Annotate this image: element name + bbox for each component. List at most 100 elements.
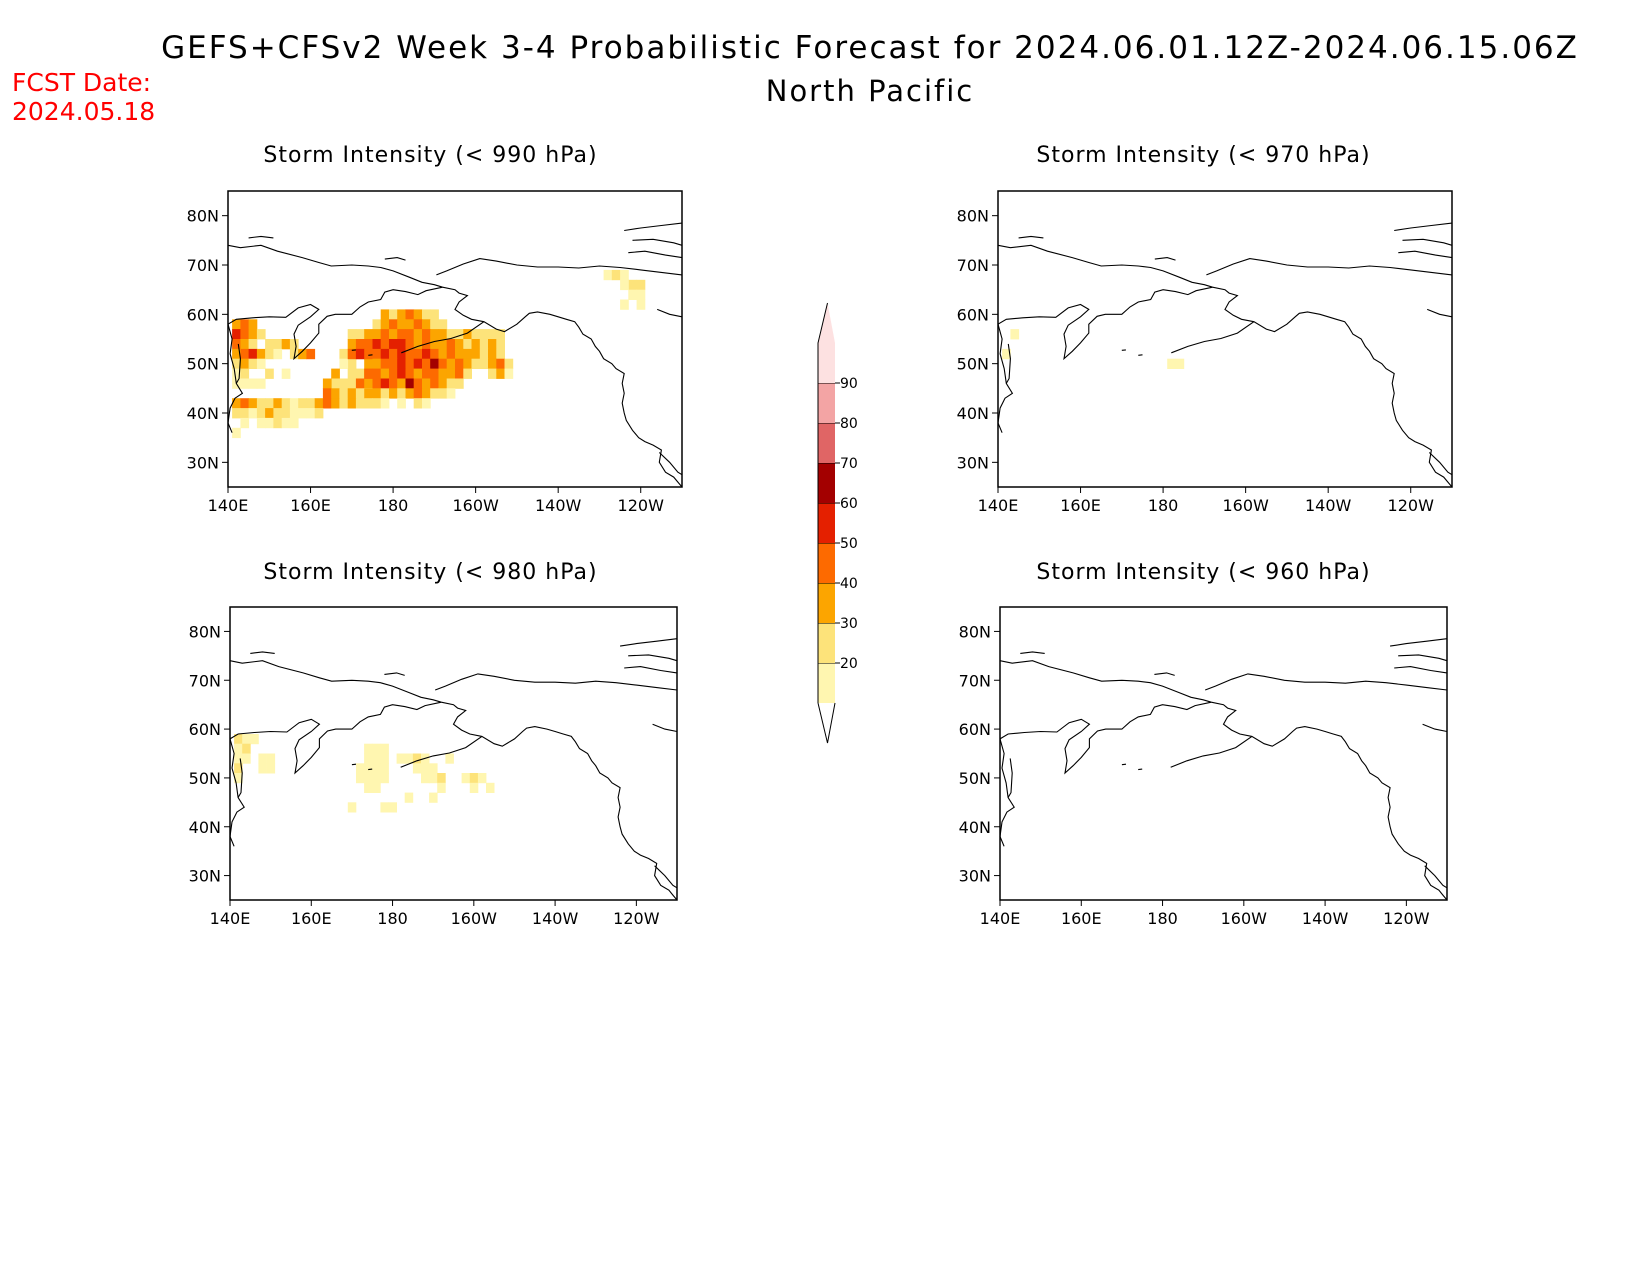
coastline — [384, 257, 406, 261]
lat-label: 50N — [189, 769, 221, 788]
probability-cell — [397, 398, 406, 409]
probability-cell — [372, 763, 381, 774]
probability-cell — [413, 339, 423, 350]
colorbar-bin — [818, 583, 835, 623]
probability-cell — [422, 358, 431, 369]
probability-cell — [265, 348, 274, 360]
probability-cell — [504, 368, 514, 379]
coastline — [1211, 701, 1448, 901]
probability-cell — [372, 753, 381, 764]
probability-cell — [438, 368, 448, 379]
probability-cell — [347, 398, 357, 409]
lon-label: 160W — [452, 496, 499, 515]
probability-cell — [405, 378, 415, 389]
colorbar: 20 30 40 50 60 70 80 90 — [817, 302, 858, 744]
probability-cell — [248, 348, 258, 360]
colorbar-label: 80 — [840, 416, 858, 432]
probability-cell — [446, 358, 456, 369]
probability-cell — [380, 378, 390, 389]
lat-label: 60N — [959, 720, 991, 739]
probability-cell — [347, 368, 357, 379]
probability-cell — [1002, 348, 1011, 360]
probability-cell — [636, 299, 646, 310]
coastline — [999, 738, 1015, 847]
probability-cell — [372, 388, 382, 399]
coastline — [351, 763, 357, 766]
probability-cell — [364, 348, 373, 360]
lon-label: 160W — [1221, 909, 1268, 928]
probability-cell — [405, 309, 415, 320]
probability-cell — [389, 319, 398, 330]
probability-cell — [412, 753, 422, 764]
lon-label: 140E — [978, 496, 1019, 515]
coastline — [229, 660, 442, 775]
probability-cell — [422, 398, 431, 409]
probability-cell — [232, 408, 241, 419]
coastline — [368, 768, 373, 771]
probability-cell — [455, 368, 464, 379]
lon-label: 160E — [1060, 496, 1101, 515]
probability-cell — [446, 329, 456, 340]
probability-cell — [232, 329, 241, 340]
probability-cell — [471, 348, 481, 360]
probability-cell — [289, 339, 299, 350]
coastline — [1212, 286, 1453, 488]
probability-cell — [397, 329, 406, 340]
probability-cell — [339, 378, 349, 389]
coastline — [1428, 452, 1453, 476]
probability-cell — [389, 378, 398, 389]
lat-label: 60N — [187, 305, 219, 324]
probability-cell — [430, 348, 439, 360]
probability-cell — [281, 368, 291, 379]
probability-cell — [636, 289, 646, 300]
coastlines — [997, 222, 1453, 488]
probability-cell — [273, 408, 283, 419]
lon-label: 120W — [1388, 496, 1435, 515]
probability-cell — [380, 388, 390, 399]
probability-cell — [347, 802, 357, 813]
probability-cell — [322, 398, 332, 409]
probability-cell — [389, 358, 398, 369]
probability-cell — [479, 329, 489, 340]
lat-label: 80N — [957, 207, 989, 226]
coastlines — [999, 638, 1448, 901]
probability-cell — [364, 743, 373, 754]
probability-cell — [248, 339, 258, 350]
probability-cell — [438, 329, 448, 340]
probability-cell — [471, 358, 481, 369]
probability-cell — [355, 348, 365, 360]
colorbar-bin — [818, 383, 835, 423]
probability-cell — [289, 398, 299, 409]
probability-cell — [455, 329, 464, 340]
probability-cell — [380, 763, 389, 774]
coastline — [624, 222, 683, 232]
lat-label: 50N — [959, 769, 991, 788]
probability-cell — [413, 378, 423, 389]
probability-cell — [1167, 358, 1176, 369]
coastline — [997, 244, 1213, 361]
probability-cell — [1010, 329, 1020, 340]
probability-cell — [422, 329, 431, 340]
probability-cell — [331, 378, 340, 389]
probability-cell — [479, 339, 489, 350]
probability-cell — [438, 378, 448, 389]
coastline — [442, 286, 683, 488]
probability-cell — [429, 773, 438, 784]
coastline — [1171, 321, 1255, 354]
probability-cell — [422, 309, 431, 320]
probability-cell — [463, 368, 472, 379]
probability-cell — [364, 388, 373, 399]
lat-label: 70N — [957, 256, 989, 275]
probability-cell — [306, 398, 316, 409]
probability-cell — [430, 319, 439, 330]
probability-cell — [389, 368, 398, 379]
probability-cell — [380, 319, 390, 330]
coastline — [1394, 666, 1448, 674]
probability-cell — [413, 309, 423, 320]
colorbar-bin — [818, 343, 835, 383]
probability-cell — [265, 398, 274, 409]
probability-cell — [438, 348, 448, 360]
coastline — [227, 324, 244, 433]
coastline — [658, 452, 683, 476]
